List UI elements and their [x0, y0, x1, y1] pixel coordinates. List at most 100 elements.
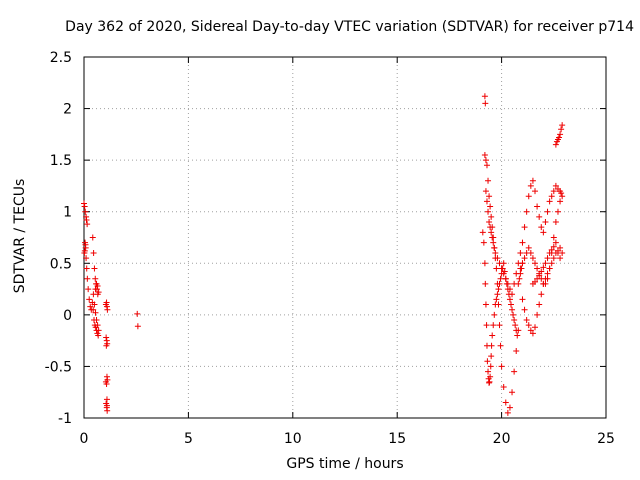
- data-point: [509, 291, 516, 298]
- data-point: [538, 291, 545, 298]
- data-point: [542, 219, 549, 226]
- data-point: [550, 255, 557, 262]
- data-point: [84, 275, 91, 282]
- data-point: [544, 255, 551, 262]
- data-point: [134, 310, 141, 317]
- data-point: [548, 193, 555, 200]
- y-tick-label: 0.5: [50, 256, 72, 272]
- data-point: [500, 384, 507, 391]
- data-point: [536, 213, 543, 220]
- data-point: [497, 342, 504, 349]
- data-point: [554, 208, 561, 215]
- data-point: [544, 208, 551, 215]
- data-point: [83, 255, 90, 262]
- y-tick-label: 2: [63, 102, 72, 118]
- data-point: [509, 389, 516, 396]
- x-tick-label: 20: [493, 431, 511, 447]
- data-point: [494, 255, 501, 262]
- data-point: [483, 322, 490, 329]
- data-point: [486, 378, 493, 385]
- data-point: [91, 317, 98, 324]
- data-point: [479, 229, 486, 236]
- data-point: [548, 260, 555, 267]
- data-point: [557, 255, 564, 262]
- x-tick-label: 25: [597, 431, 615, 447]
- data-point: [548, 246, 555, 253]
- data-point: [519, 296, 526, 303]
- data-point: [527, 249, 534, 256]
- data-point: [494, 280, 501, 287]
- data-point: [556, 134, 563, 141]
- data-point: [90, 249, 97, 256]
- data-point: [482, 188, 489, 195]
- data-point: [491, 244, 498, 251]
- data-point: [521, 224, 528, 231]
- plot-frame: [83, 56, 607, 419]
- data-point: [91, 265, 98, 272]
- data-point: [94, 282, 101, 289]
- data-point: [488, 353, 495, 360]
- data-point: [540, 229, 547, 236]
- data-point: [550, 234, 557, 241]
- data-point: [488, 213, 495, 220]
- data-point: [83, 216, 90, 223]
- data-point: [538, 268, 545, 275]
- data-point: [544, 270, 551, 277]
- data-point: [496, 260, 503, 267]
- data-point: [534, 265, 541, 272]
- data-point: [550, 243, 557, 250]
- data-point: [550, 188, 557, 195]
- data-point: [536, 301, 543, 308]
- data-point: [493, 296, 500, 303]
- data-point: [81, 203, 88, 210]
- data-point: [523, 208, 530, 215]
- data-point: [480, 239, 487, 246]
- data-point: [81, 247, 88, 254]
- data-point: [491, 311, 498, 318]
- data-point: [513, 270, 520, 277]
- data-point: [507, 301, 514, 308]
- data-point: [519, 239, 526, 246]
- data-point: [529, 255, 536, 262]
- data-point: [488, 342, 495, 349]
- data-point: [525, 322, 532, 329]
- data-point: [532, 188, 539, 195]
- y-tick-label: 1.5: [50, 153, 72, 169]
- grid-lines: [84, 57, 606, 418]
- data-point: [504, 409, 511, 416]
- data-point: [487, 224, 494, 231]
- data-point: [103, 334, 110, 341]
- data-point: [558, 126, 565, 133]
- data-point: [82, 241, 89, 248]
- x-tick-label: 0: [80, 431, 89, 447]
- data-point: [104, 306, 111, 313]
- x-tick-labels: 0 5 10 15 20 25: [80, 431, 615, 447]
- data-point: [536, 272, 543, 279]
- data-point: [103, 396, 110, 403]
- data-point: [494, 291, 501, 298]
- data-point: [89, 234, 96, 241]
- data-point: [104, 407, 111, 414]
- data-point: [519, 260, 526, 267]
- data-point: [532, 278, 539, 285]
- data-point: [554, 249, 561, 256]
- data-point: [490, 322, 497, 329]
- data-point: [525, 244, 532, 251]
- data-point: [538, 224, 545, 231]
- data-point: [482, 100, 489, 107]
- data-point: [506, 296, 513, 303]
- data-point: [497, 275, 504, 282]
- data-point: [552, 219, 559, 226]
- data-point: [483, 162, 490, 169]
- data-point: [86, 296, 93, 303]
- data-point: [87, 303, 94, 310]
- data-point: [546, 249, 553, 256]
- data-point: [495, 286, 502, 293]
- data-point: [91, 301, 98, 308]
- data-point: [540, 264, 547, 271]
- data-point: [557, 244, 564, 251]
- data-point: [544, 275, 551, 282]
- data-point: [557, 198, 564, 205]
- data-point: [510, 311, 517, 318]
